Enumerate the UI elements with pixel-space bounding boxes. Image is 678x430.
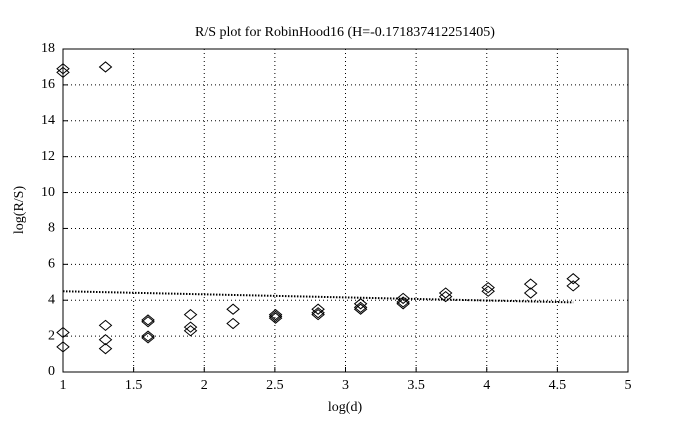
point [226, 317, 240, 330]
chart-title: R/S plot for RobinHood16 (H=-0.171837412… [195, 25, 495, 40]
point [268, 310, 283, 323]
point [566, 280, 580, 292]
y-tick-label: 12 [41, 149, 55, 164]
point [311, 307, 325, 319]
y-tick-label: 2 [48, 328, 55, 343]
point [438, 290, 453, 303]
x-tick-label: 3.5 [407, 378, 425, 393]
point [396, 296, 410, 308]
point [141, 314, 155, 326]
point [311, 303, 325, 315]
point [141, 332, 155, 344]
x-tick-label: 4.5 [549, 378, 567, 393]
point [98, 61, 113, 73]
point [56, 341, 70, 353]
point [226, 303, 240, 315]
y-tick-label: 10 [41, 185, 55, 200]
x-tick-label: 1 [60, 378, 67, 393]
point [56, 63, 70, 75]
x-tick-label: 5 [625, 378, 632, 393]
point [523, 278, 538, 290]
point [481, 285, 495, 297]
point [98, 334, 113, 346]
point [311, 308, 325, 321]
point [56, 66, 70, 78]
y-tick-label: 18 [41, 41, 55, 56]
point [523, 287, 538, 299]
point [56, 326, 70, 339]
point [353, 301, 368, 314]
x-axis-label: log(d) [328, 400, 363, 415]
y-tick-label: 0 [48, 364, 55, 379]
point [481, 282, 495, 294]
point [141, 316, 155, 328]
x-tick-label: 2 [201, 378, 208, 393]
point [353, 298, 368, 310]
point [353, 303, 368, 315]
x-tick-label: 1.5 [125, 378, 143, 393]
point [396, 298, 410, 310]
point [183, 308, 198, 321]
y-tick-label: 16 [41, 77, 55, 92]
point [396, 292, 410, 305]
y-tick-label: 6 [48, 257, 55, 272]
x-tick-label: 4 [483, 378, 490, 393]
x-tick-label: 3 [342, 378, 349, 393]
y-tick-label: 4 [48, 292, 55, 307]
fit-line [62, 290, 574, 304]
point [268, 308, 283, 321]
y-tick-label: 8 [48, 221, 55, 236]
point [98, 319, 113, 331]
y-tick-label: 14 [41, 113, 55, 128]
x-tick-label: 2.5 [266, 378, 284, 393]
point [183, 325, 198, 337]
point [98, 343, 113, 355]
point [566, 273, 580, 285]
point [183, 321, 198, 333]
point [141, 330, 155, 342]
point [268, 312, 283, 324]
y-axis-label: log(R/S) [12, 186, 27, 235]
point [438, 287, 453, 299]
